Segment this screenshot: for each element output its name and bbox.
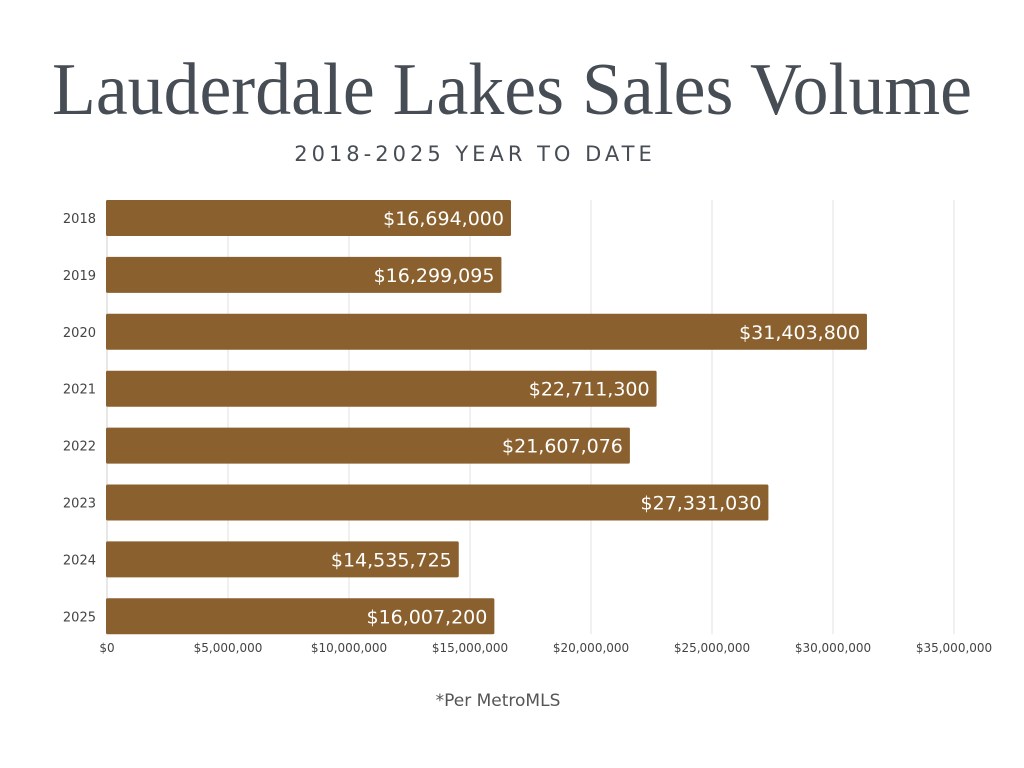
- x-tick-label: $15,000,000: [432, 641, 508, 655]
- bar-2020: [106, 313, 867, 350]
- data-label: $31,403,800: [739, 322, 860, 344]
- x-tick-label: $20,000,000: [553, 641, 629, 655]
- chart-subtitle: 2018-2025 YEAR TO DATE: [294, 142, 656, 166]
- bar-2018: [106, 200, 511, 236]
- y-tick-label: 2021: [63, 383, 96, 398]
- y-tick-label: 2023: [63, 497, 96, 512]
- bar-2024: [106, 541, 459, 578]
- data-label: $27,331,030: [641, 493, 762, 515]
- y-tick-label: 2018: [63, 212, 96, 227]
- x-tick-label: $10,000,000: [311, 641, 387, 655]
- y-tick-label: 2024: [63, 553, 96, 568]
- bar-2019: [106, 256, 502, 293]
- y-tick-label: 2019: [63, 269, 96, 284]
- bars: $16,694,000 $16,299,095 $31,403,800 $22,711…: [106, 200, 867, 635]
- x-tick-label: $30,000,000: [795, 641, 871, 655]
- data-label: $16,007,200: [366, 606, 487, 628]
- data-label: $14,535,725: [331, 549, 452, 571]
- y-axis-labels: 2018 2019 2020 2021 2022 2023 2024 2025: [63, 212, 96, 625]
- data-label: $16,299,095: [374, 265, 495, 287]
- y-tick-label: 2020: [63, 326, 96, 341]
- data-label: $16,694,000: [383, 208, 504, 230]
- data-label: $21,607,076: [502, 436, 623, 458]
- chart-title: Lauderdale Lakes Sales Volume: [52, 49, 972, 131]
- x-tick-label: $25,000,000: [674, 641, 750, 655]
- bar-2025: [106, 598, 495, 635]
- bar-2021: [106, 370, 657, 407]
- bar-2022: [106, 427, 630, 464]
- bar-2023: [106, 484, 769, 521]
- y-tick-label: 2022: [63, 440, 96, 455]
- x-tick-label: $0: [99, 641, 114, 655]
- y-tick-label: 2025: [63, 610, 96, 625]
- x-tick-label: $35,000,000: [916, 641, 992, 655]
- x-axis-labels: $0 $5,000,000 $10,000,000 $15,000,000 $20,00…: [99, 641, 992, 655]
- data-label: $22,711,300: [529, 379, 650, 401]
- x-tick-label: $5,000,000: [194, 641, 263, 655]
- footnote: *Per MetroMLS: [436, 691, 561, 711]
